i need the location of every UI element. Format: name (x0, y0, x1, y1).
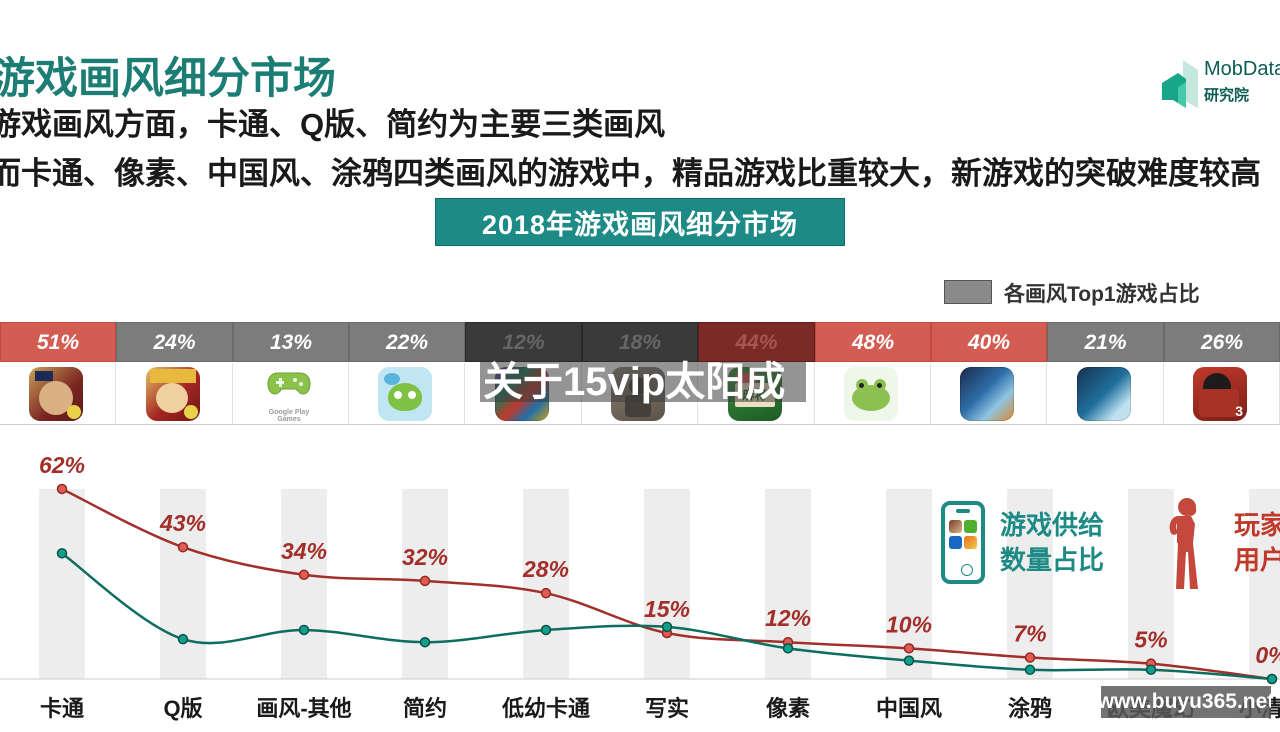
svg-text:43%: 43% (159, 510, 206, 536)
svg-text:5%: 5% (1134, 627, 1167, 653)
svg-text:0%: 0% (1255, 642, 1280, 668)
svg-text:34%: 34% (281, 538, 327, 564)
svg-text:15%: 15% (644, 596, 690, 622)
svg-text:28%: 28% (522, 556, 569, 582)
svg-text:7%: 7% (1013, 621, 1046, 647)
svg-text:12%: 12% (765, 605, 811, 631)
svg-text:10%: 10% (886, 611, 932, 637)
svg-text:62%: 62% (39, 452, 85, 478)
svg-text:32%: 32% (402, 544, 448, 570)
